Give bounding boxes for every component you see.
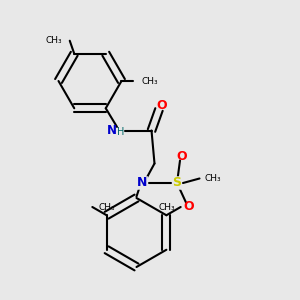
Text: O: O — [176, 149, 187, 163]
Text: O: O — [184, 200, 194, 214]
Text: CH₃: CH₃ — [205, 174, 221, 183]
Text: CH₃: CH₃ — [158, 202, 175, 211]
Text: CH₃: CH₃ — [46, 36, 62, 45]
Text: S: S — [172, 176, 182, 190]
Text: H: H — [117, 127, 124, 137]
Text: O: O — [157, 99, 167, 112]
Text: N: N — [107, 124, 117, 137]
Text: N: N — [137, 176, 148, 190]
Text: CH₃: CH₃ — [98, 202, 115, 211]
Text: CH₃: CH₃ — [141, 76, 158, 85]
